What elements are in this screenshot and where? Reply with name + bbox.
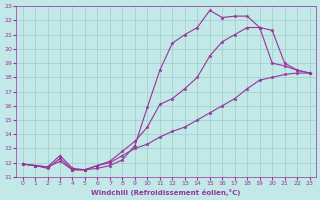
X-axis label: Windchill (Refroidissement éolien,°C): Windchill (Refroidissement éolien,°C) xyxy=(92,189,241,196)
